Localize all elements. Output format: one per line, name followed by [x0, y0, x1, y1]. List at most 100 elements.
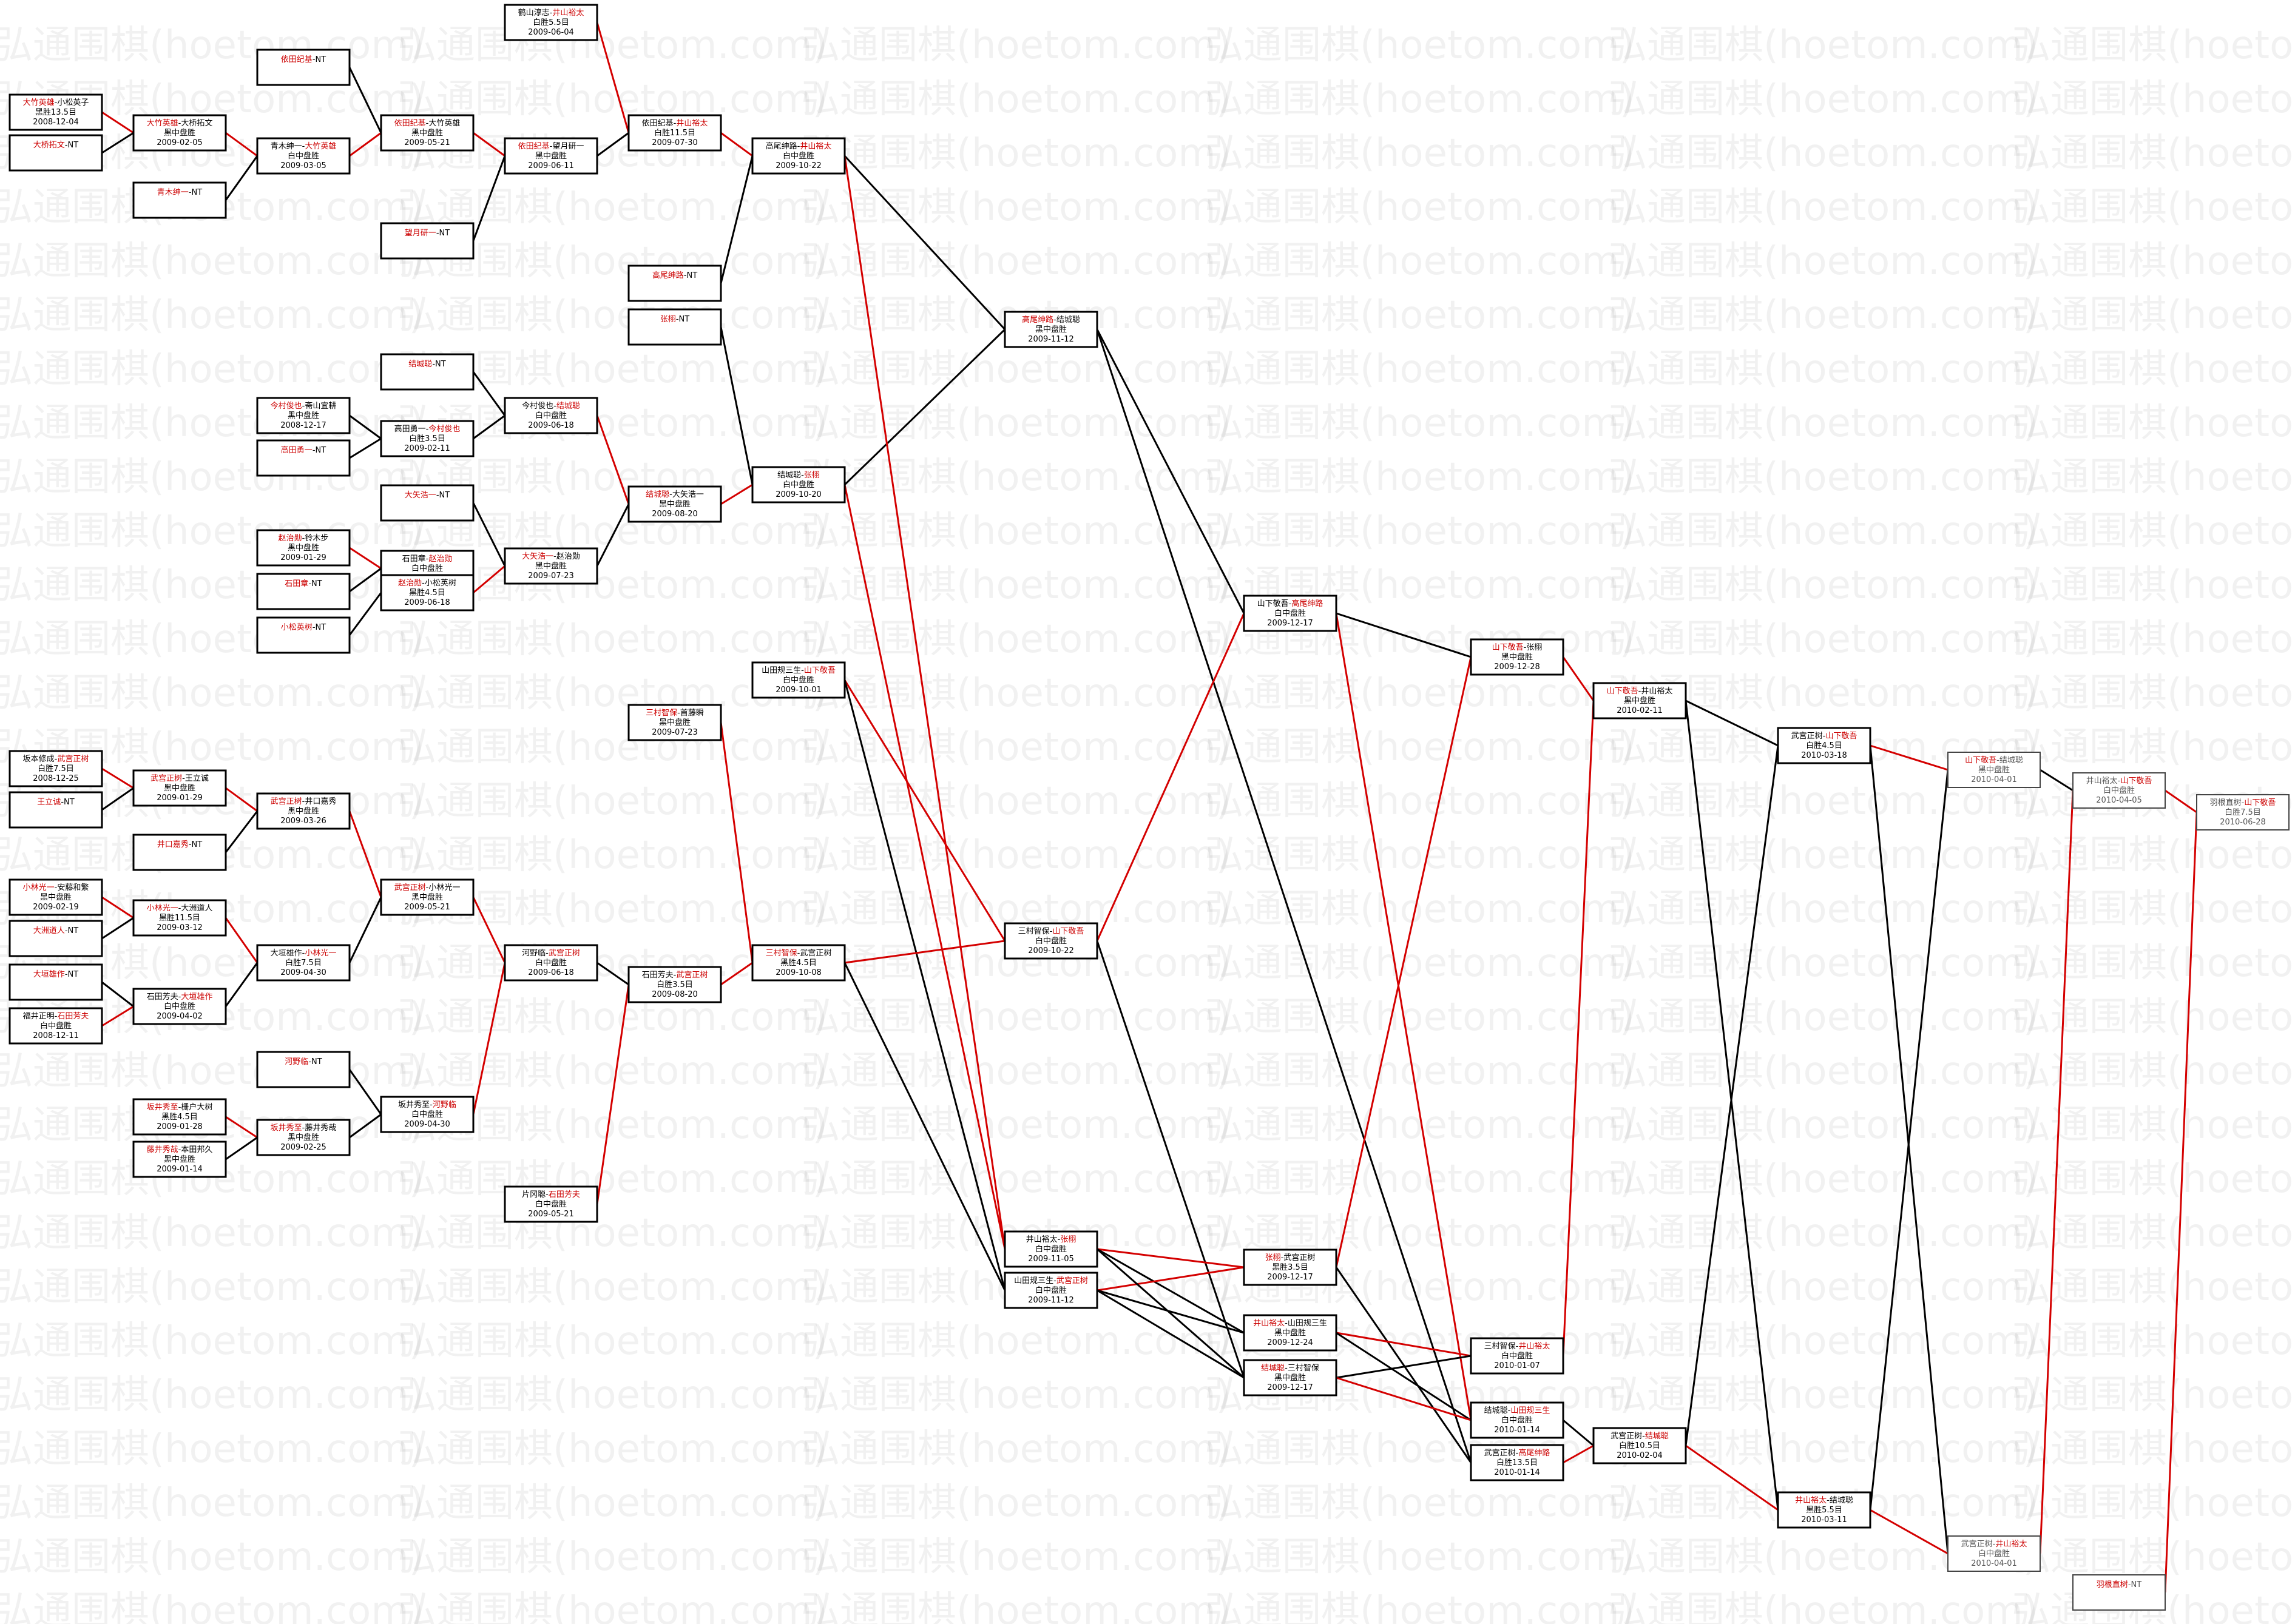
game-box[interactable]: 结城聪-NT [380, 353, 475, 391]
game-box[interactable]: 依田纪基-NT [256, 49, 351, 86]
winner-connector-line [720, 962, 753, 986]
game-box[interactable]: 大垣雄作-NT [8, 963, 103, 1001]
game-box[interactable]: 石田章-NT [256, 573, 351, 610]
black-player: 藤井秀哉 [305, 1124, 336, 1133]
game-box[interactable]: 大洲道人-NT [8, 920, 103, 957]
watermark-text: 弘通围棋(hoetom.com) [1608, 455, 2038, 500]
loser-connector-line [101, 981, 134, 1008]
game-box[interactable]: 张栩-NT [627, 308, 722, 346]
watermark-text: 弘通围棋(hoetom.com) [397, 995, 828, 1040]
black-player: 山下敬吾 [1825, 731, 1857, 741]
game-box[interactable]: 大矢浩一-NT [380, 484, 475, 522]
watermark-text: 弘通围棋(hoetom.com) [2012, 185, 2295, 230]
game-box[interactable]: 望月研一-NT [380, 222, 475, 260]
watermark-text: 弘通围棋(hoetom.com) [0, 239, 424, 284]
watermark-text: 弘通围棋(hoetom.com) [0, 617, 424, 662]
game-box-frame [132, 834, 227, 871]
loser-connector-line [225, 1136, 258, 1161]
game-box[interactable]: 王立诚-NT [8, 791, 103, 829]
watermark-text: 弘通围棋(hoetom.com) [1205, 887, 1635, 932]
black-player: 栅户大树 [181, 1102, 212, 1112]
game-box-frame [256, 439, 351, 477]
versus-dash: - [182, 774, 185, 783]
versus-dash: - [1993, 1540, 1996, 1549]
white-player: 山下敬吾 [1607, 686, 1638, 696]
game-box[interactable]: 高尾绅路-NT [627, 264, 722, 302]
watermark-text: 弘通围棋(hoetom.com) [1205, 1589, 1635, 1624]
game-box-frame [380, 574, 475, 612]
game-box[interactable]: 小松英树-NT [256, 616, 351, 654]
black-player: 大竹英雄 [428, 119, 460, 128]
versus-dash: - [801, 471, 804, 480]
game-box[interactable]: 青木绅一-NT [132, 181, 227, 219]
game-box[interactable]: 高田勇一-NT [256, 439, 351, 477]
loser-connector-line [596, 504, 630, 567]
game-date: 2009-10-01 [776, 686, 822, 695]
game-box[interactable]: 河野临-NT [256, 1051, 351, 1088]
white-player: 青木绅一 [157, 188, 189, 197]
game-box-frame [1592, 682, 1687, 719]
game-box[interactable]: 大桥拓文-NT [8, 134, 103, 172]
game-box[interactable]: 井口嘉秀-NT [132, 834, 227, 871]
game-box[interactable]: 羽根直树-NT [2072, 1574, 2166, 1611]
watermark-text: 弘通围棋(hoetom.com) [2012, 563, 2295, 608]
versus-dash: - [2242, 798, 2245, 807]
watermark-text: 弘通围棋(hoetom.com) [1205, 1157, 1635, 1202]
